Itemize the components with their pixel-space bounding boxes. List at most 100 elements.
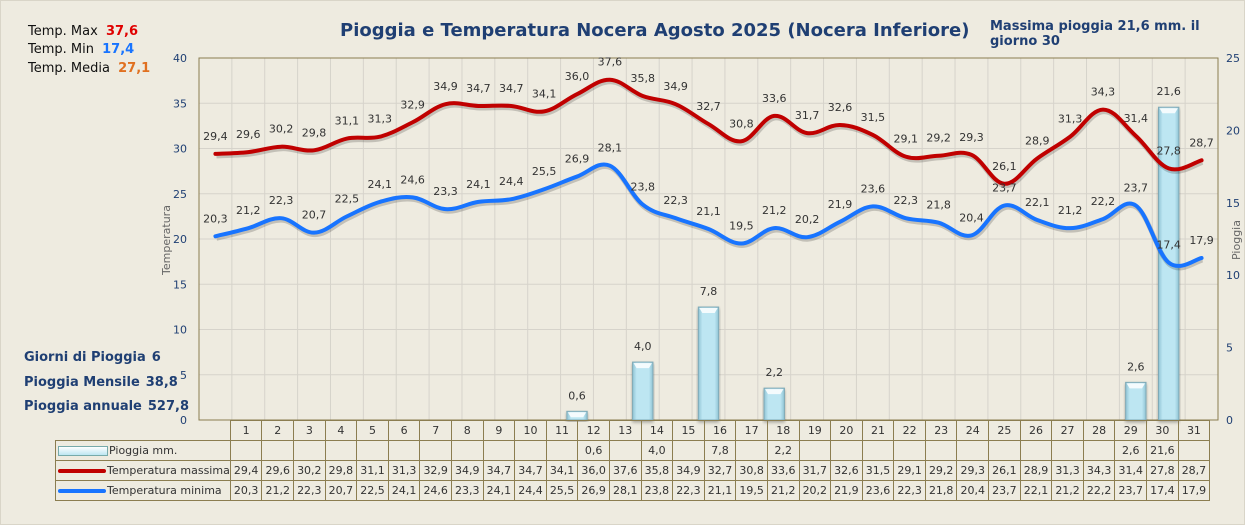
temp-max-line-data-label: 29,6 <box>236 128 261 141</box>
table-cell-min: 17,4 <box>1146 480 1179 501</box>
stat-temp-max-value: 37,6 <box>105 24 139 39</box>
table-cell-rain <box>1177 440 1211 461</box>
table-cell-min: 28,1 <box>608 480 642 501</box>
table-cell-rain <box>545 440 579 461</box>
temp-max-line-data-label: 34,7 <box>466 82 491 95</box>
temp-max-line-data-label: 31,3 <box>1058 113 1083 126</box>
data-labels: 0,6 4,0 7,8 2,2 2,6 21,6 29,4 29,6 30,2 29,8 31,1 3… <box>203 56 1214 403</box>
stat-temp-max-label: Temp. Max <box>28 24 98 39</box>
temp-max-line-data-label: 32,7 <box>696 100 721 113</box>
table-cell-rain <box>514 440 547 461</box>
y-tick-label: 35 <box>173 97 187 110</box>
table-cell-day: 21 <box>861 420 895 441</box>
table-cell-max: 34,7 <box>514 460 547 481</box>
table-cell-day: 27 <box>1051 420 1084 441</box>
table-cell-min: 22,5 <box>356 480 389 501</box>
temp-min-line-data-label: 24,4 <box>499 175 524 188</box>
temp-min-line-data-label: 20,3 <box>203 212 228 225</box>
table-cell-min: 26,9 <box>577 480 610 501</box>
table-cell-day: 15 <box>672 420 705 441</box>
table-cell-min: 20,2 <box>798 480 832 501</box>
table-cell-max: 32,6 <box>830 460 863 481</box>
table-cell-rain <box>450 440 484 461</box>
table-cell-rain <box>830 440 863 461</box>
table-cell-day: 16 <box>703 420 737 441</box>
temp-max-line-data-label: 31,7 <box>795 109 820 122</box>
temp-max-line-data-label: 28,9 <box>1025 134 1050 147</box>
table-cell-day: 23 <box>924 420 958 441</box>
table-cell-max: 31,5 <box>861 460 895 481</box>
table-cell-day: 22 <box>893 420 926 441</box>
table-cell-min: 21,9 <box>830 480 863 501</box>
table-cell-min: 17,9 <box>1177 480 1211 501</box>
data-table: 1 2 3 4 5 6 7 8 9 10 11 12 13 14 15 16 17 18 19 20 21 22 23 24 2… <box>55 420 1211 501</box>
temp-max-line-data-label: 29,2 <box>926 132 951 145</box>
table-cell-rain <box>798 440 832 461</box>
temp-max-line-data-label: 34,9 <box>433 80 458 93</box>
stat-temp-media: Temp. Media 27,1 <box>28 61 150 76</box>
rain-bar-highlight <box>1159 108 1178 114</box>
min-legend-swatch-icon <box>58 489 106 493</box>
stat-temp-max: Temp. Max 37,6 <box>28 24 138 39</box>
table-cell-min: 22,2 <box>1082 480 1116 501</box>
temp-max-line-data-label: 32,6 <box>828 101 853 114</box>
table-cell-min: 22,3 <box>293 480 326 501</box>
table-cell-rain <box>261 440 295 461</box>
table-cell-rain <box>324 440 358 461</box>
table-cell-day: 26 <box>1019 420 1053 441</box>
table-cell-max: 33,6 <box>766 460 800 481</box>
table-cell-max: 28,7 <box>1177 460 1211 481</box>
table-cell-rain <box>1082 440 1116 461</box>
legend-min: Temperatura minima <box>55 480 231 501</box>
y-tick-label: 40 <box>173 52 187 65</box>
table-cell-max: 34,9 <box>672 460 705 481</box>
table-cell-max: 31,3 <box>1051 460 1084 481</box>
table-cell-day: 8 <box>450 420 484 441</box>
temp-max-line-data-label: 31,3 <box>368 113 393 126</box>
temp-min-line-data-label: 25,5 <box>532 165 557 178</box>
table-cell-rain <box>608 440 642 461</box>
table-cell-max: 29,4 <box>229 460 263 481</box>
table-cell-min: 20,3 <box>229 480 263 501</box>
temp-min-line-data-label: 20,7 <box>302 209 327 222</box>
legend-max-label: Temperatura massima <box>107 464 230 477</box>
table-cell-min: 21,2 <box>261 480 295 501</box>
table-cell-min: 22,3 <box>672 480 705 501</box>
table-cell-min: 24,6 <box>419 480 452 501</box>
rain-bar-highlight <box>633 363 652 369</box>
temp-min-line-data-label: 20,4 <box>959 211 984 224</box>
table-cell-day: 28 <box>1082 420 1116 441</box>
stat-rain-year-label: Pioggia annuale <box>24 399 142 414</box>
table-cell-max: 29,1 <box>893 460 926 481</box>
temp-min-line-data-label: 22,3 <box>269 194 294 207</box>
temp-min-line-data-label: 24,6 <box>400 173 425 186</box>
max-legend-swatch-icon <box>58 469 106 473</box>
table-cell-min: 21,1 <box>703 480 737 501</box>
temp-max-line-data-label: 29,3 <box>959 131 984 144</box>
y2-tick-label: 10 <box>1226 269 1240 282</box>
table-cell-day: 18 <box>766 420 800 441</box>
table-cell-min: 20,7 <box>324 480 358 501</box>
temp-max-line-data-label: 29,8 <box>302 126 327 139</box>
table-cell-min: 21,8 <box>924 480 958 501</box>
temp-max-line-data-label: 34,7 <box>499 82 524 95</box>
table-cell-min: 21,2 <box>766 480 800 501</box>
temp-min-line-data-label: 21,9 <box>828 198 853 211</box>
temp-min-line-data-label: 21,2 <box>236 204 261 217</box>
rain-data-label: 2,6 <box>1127 360 1145 373</box>
table-cell-max: 29,6 <box>261 460 295 481</box>
y2-axis-label: Pioggia <box>1230 220 1243 260</box>
table-cell-rain <box>482 440 516 461</box>
table-cell-day: 2 <box>261 420 295 441</box>
rain-bars <box>566 106 1180 421</box>
table-cell-max: 29,2 <box>924 460 958 481</box>
rain-bar-highlight <box>1126 383 1146 389</box>
table-cell-max: 36,0 <box>577 460 610 481</box>
temp-max-line-data-label: 34,9 <box>663 80 688 93</box>
temp-min-line-data-label: 17,9 <box>1189 234 1214 247</box>
temp-max-line-data-label: 34,1 <box>532 87 557 100</box>
table-cell-max: 31,3 <box>387 460 421 481</box>
table-cell-min: 24,1 <box>482 480 516 501</box>
temp-max-line-data-label: 31,1 <box>335 115 360 128</box>
